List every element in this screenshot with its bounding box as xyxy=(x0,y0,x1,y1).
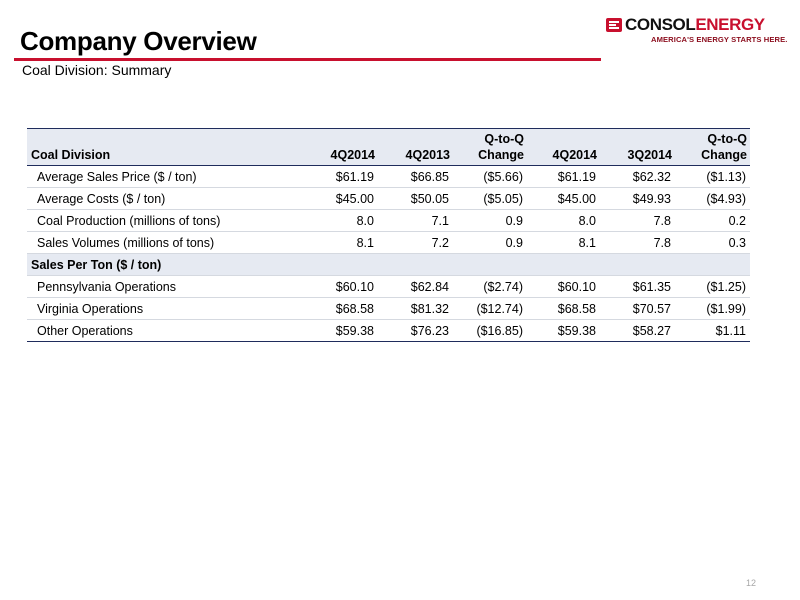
column-header: Coal Division xyxy=(27,128,310,166)
page-number: 12 xyxy=(746,578,757,588)
column-header: Q-to-Q Change xyxy=(453,128,527,166)
table-cell: ($5.05) xyxy=(453,187,527,210)
table-cell: $62.32 xyxy=(600,165,675,188)
logo-tagline: AMERICA'S ENERGY STARTS HERE. xyxy=(651,35,788,44)
table-cell: ($1.13) xyxy=(675,165,750,188)
consol-logo-icon xyxy=(606,18,622,32)
table-row: Pennsylvania Operations $60.10 $62.84 ($… xyxy=(27,275,750,298)
table-cell: $68.58 xyxy=(310,297,378,320)
table-cell: $61.19 xyxy=(527,165,600,188)
table-row: Other Operations $59.38 $76.23 ($16.85) … xyxy=(27,320,750,342)
page-subtitle: Coal Division: Summary xyxy=(22,62,172,78)
row-label: Sales Volumes (millions of tons) xyxy=(27,231,310,254)
table-cell: $76.23 xyxy=(410,323,449,338)
table-cell: $49.93 xyxy=(600,187,675,210)
table-cell: 7.2 xyxy=(378,231,453,254)
table-cell: $66.85 xyxy=(378,165,453,188)
table-cell: $59.38 xyxy=(557,323,596,338)
table-header-row: Coal Division 4Q2014 4Q2013 Q-to-Q Change… xyxy=(27,128,750,166)
table-cell: ($1.99) xyxy=(675,297,750,320)
table-cell: $81.32 xyxy=(378,297,453,320)
table-row: Virginia Operations $68.58 $81.32 ($12.7… xyxy=(27,297,750,320)
page-title: Company Overview xyxy=(20,26,257,56)
table-cell: 8.0 xyxy=(310,209,378,232)
column-header: 4Q2013 xyxy=(378,128,453,166)
coal-division-table: Coal Division 4Q2014 4Q2013 Q-to-Q Change… xyxy=(27,128,750,342)
column-header: 4Q2014 xyxy=(527,128,600,166)
table-cell: $61.35 xyxy=(600,275,675,298)
row-label: Average Costs ($ / ton) xyxy=(27,187,310,210)
table-cell: 0.9 xyxy=(453,231,527,254)
table-cell: ($5.66) xyxy=(453,165,527,188)
table-cell: ($1.25) xyxy=(675,275,750,298)
table-row: Coal Production (millions of tons) 8.0 7… xyxy=(27,209,750,232)
table-cell: 8.1 xyxy=(310,231,378,254)
table-cell: $62.84 xyxy=(378,275,453,298)
table-cell: 0.9 xyxy=(453,209,527,232)
table-cell: ($16.85) xyxy=(476,323,523,338)
row-label: Coal Production (millions of tons) xyxy=(27,209,310,232)
table-cell: ($12.74) xyxy=(453,297,527,320)
column-header: Q-to-Q Change xyxy=(675,128,750,166)
table-cell: $59.38 xyxy=(335,323,374,338)
logo-wordmark: CONSOLENERGY xyxy=(625,15,765,35)
table-cell: $70.57 xyxy=(600,297,675,320)
table-cell: $1.11 xyxy=(715,323,746,338)
table-cell: 8.1 xyxy=(527,231,600,254)
table-row: Average Sales Price ($ / ton) $61.19 $66… xyxy=(27,165,750,188)
table-cell: 7.8 xyxy=(600,231,675,254)
table-cell: $61.19 xyxy=(310,165,378,188)
row-label: Virginia Operations xyxy=(27,297,310,320)
table-row: Average Costs ($ / ton) $45.00 $50.05 ($… xyxy=(27,187,750,210)
logo-name-part1: CONSOL xyxy=(625,15,696,34)
table-cell: $60.10 xyxy=(310,275,378,298)
table-cell: 0.2 xyxy=(675,209,750,232)
company-logo: CONSOLENERGY AMERICA'S ENERGY STARTS HER… xyxy=(605,15,788,46)
table-cell: $45.00 xyxy=(527,187,600,210)
table-cell: $58.27 xyxy=(632,323,671,338)
row-label: Pennsylvania Operations xyxy=(27,275,310,298)
row-label: Average Sales Price ($ / ton) xyxy=(27,165,310,188)
table-cell: 7.1 xyxy=(378,209,453,232)
table-cell: $60.10 xyxy=(527,275,600,298)
table-cell: $68.58 xyxy=(527,297,600,320)
table-row: Sales Volumes (millions of tons) 8.1 7.2… xyxy=(27,231,750,254)
table-cell: $50.05 xyxy=(378,187,453,210)
table-cell: $45.00 xyxy=(310,187,378,210)
table-cell: ($2.74) xyxy=(453,275,527,298)
logo-name-part2: ENERGY xyxy=(695,15,765,34)
table-cell: ($4.93) xyxy=(675,187,750,210)
title-rule xyxy=(14,58,601,61)
table-cell: 7.8 xyxy=(600,209,675,232)
section-title: Sales Per Ton ($ / ton) xyxy=(27,253,750,276)
section-header-row: Sales Per Ton ($ / ton) xyxy=(27,253,750,276)
row-label: Other Operations xyxy=(37,323,133,338)
column-header: 3Q2014 xyxy=(600,128,675,166)
table-cell: 0.3 xyxy=(675,231,750,254)
column-header: 4Q2014 xyxy=(310,128,378,166)
table-cell: 8.0 xyxy=(527,209,600,232)
